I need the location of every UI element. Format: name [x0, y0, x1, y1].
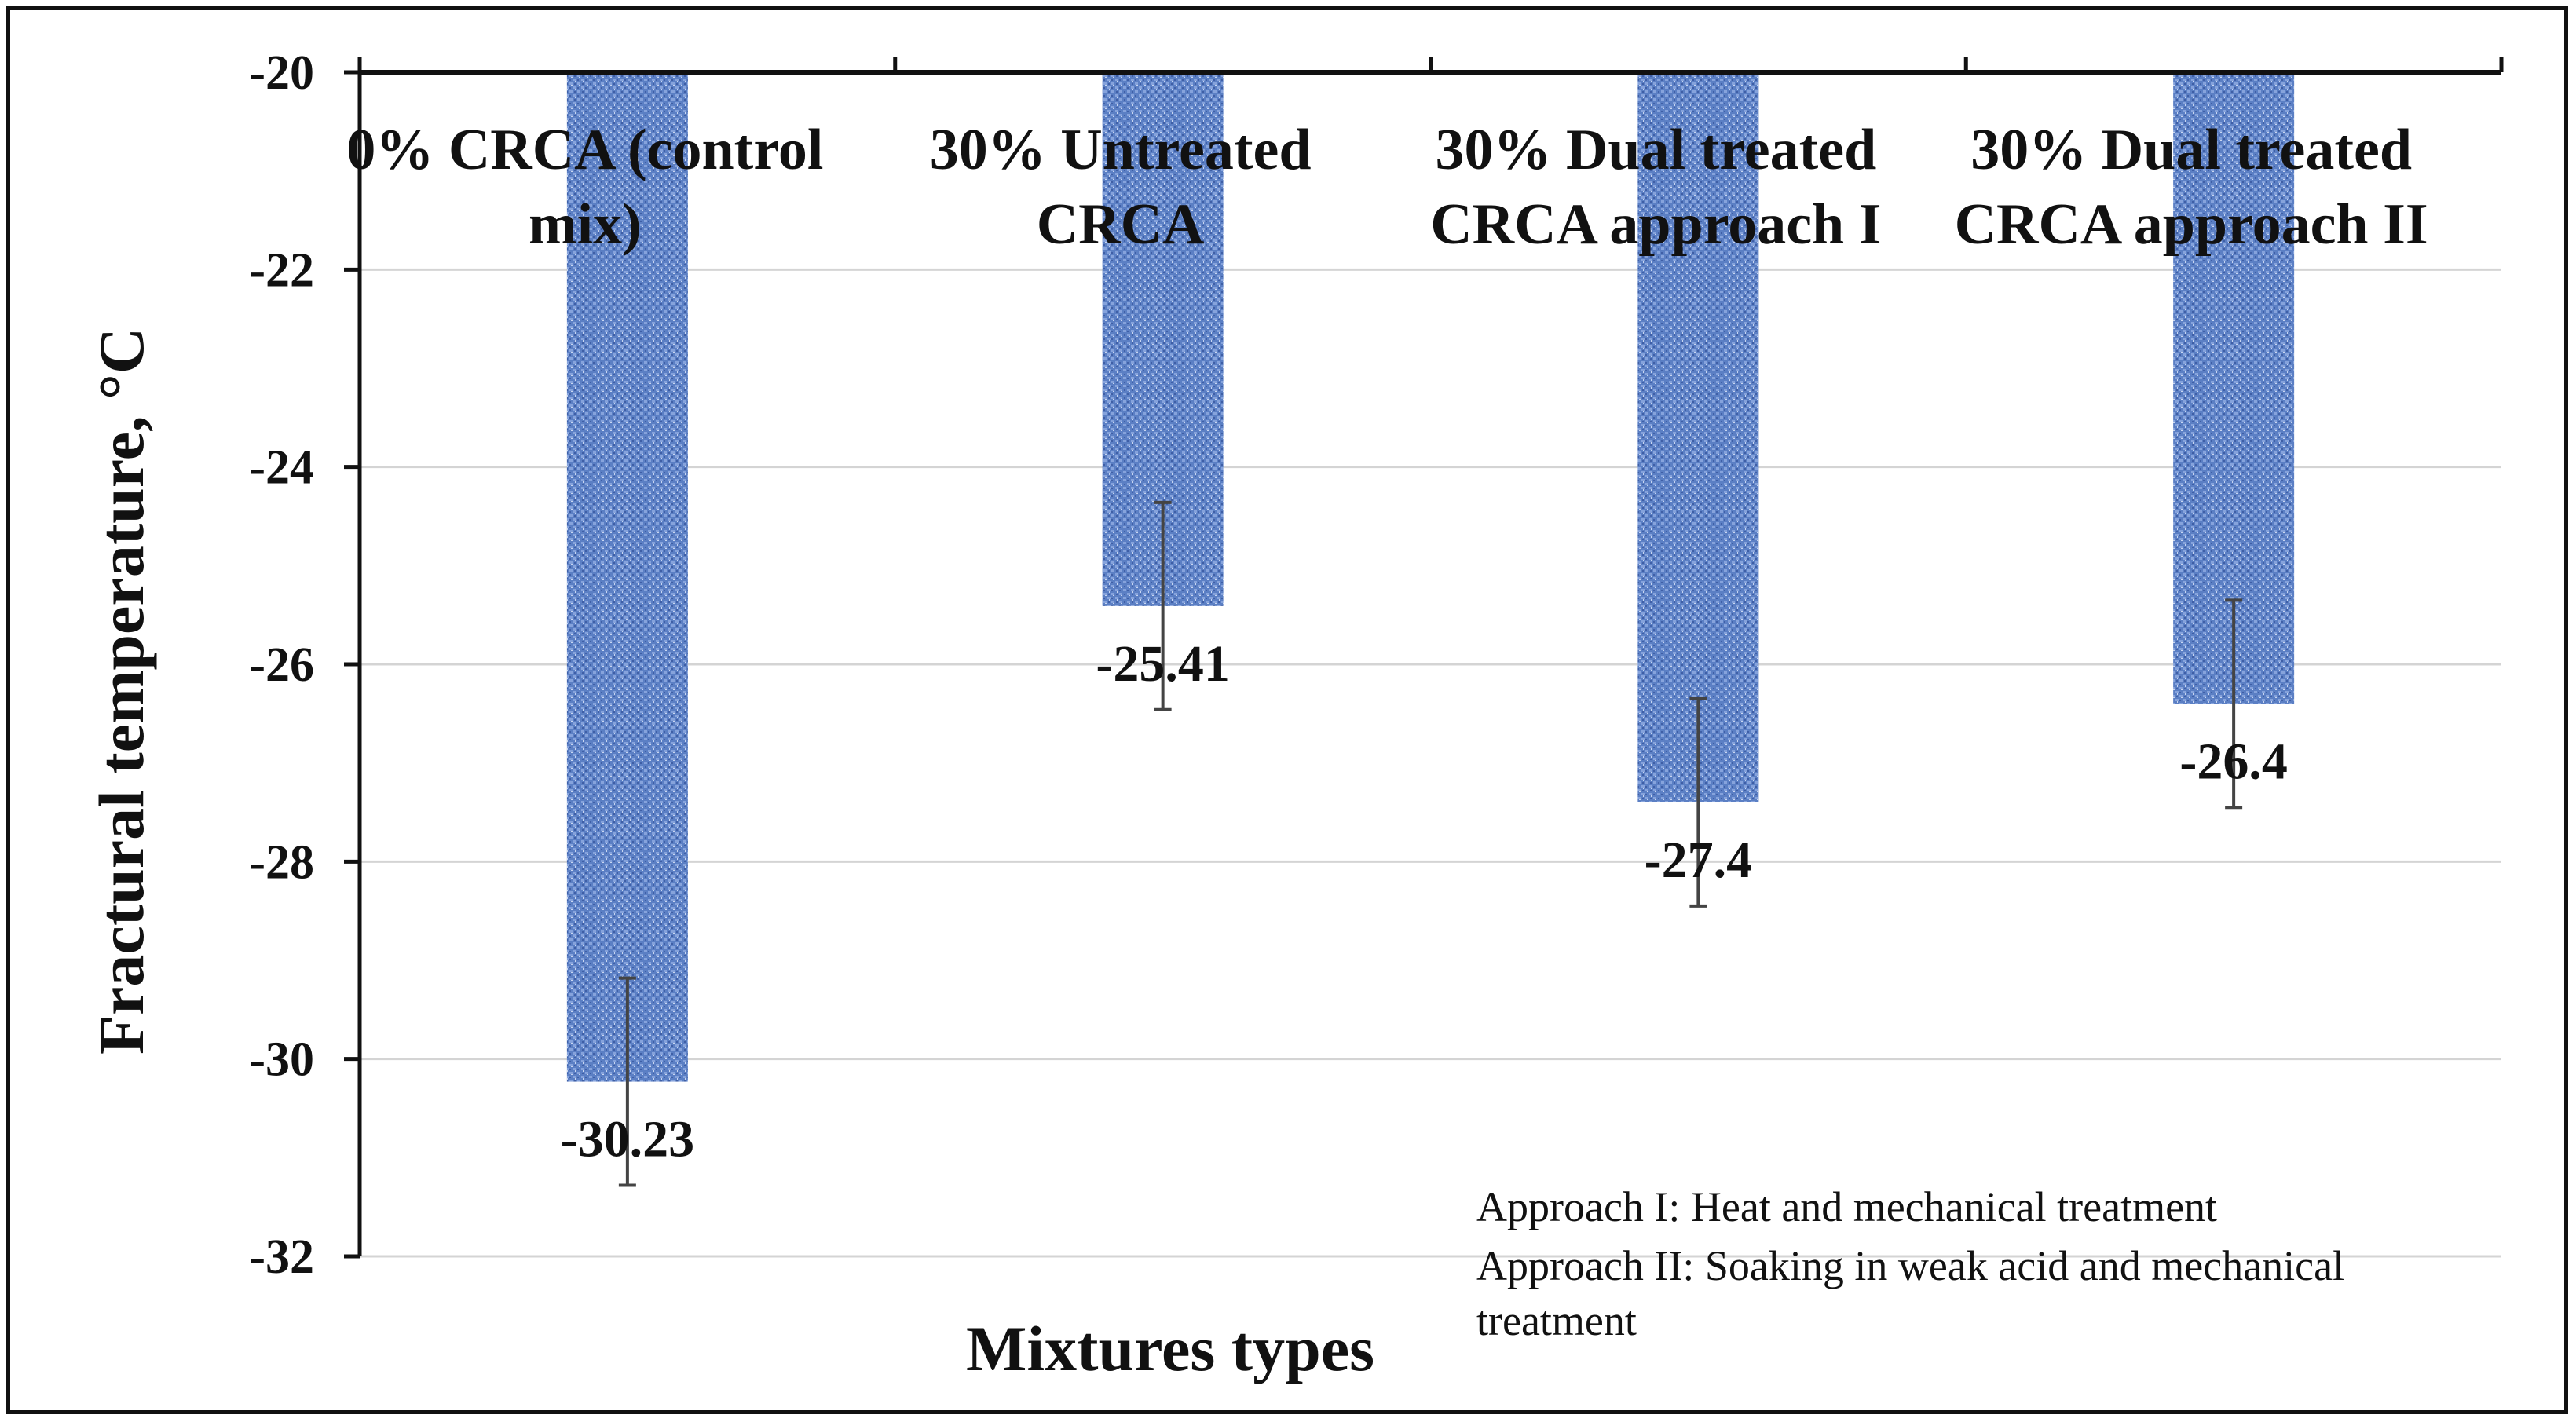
data-label: -26.4 — [2179, 733, 2287, 790]
data-label: -25.41 — [1096, 635, 1229, 693]
category-label: 0% CRCA (control — [346, 118, 823, 182]
data-label: -27.4 — [1645, 832, 1752, 889]
bar — [2173, 72, 2295, 704]
category-label: CRCA — [1037, 192, 1205, 257]
category-label: CRCA approach I — [1430, 192, 1881, 257]
note-approach-2-cont: treatment — [1476, 1297, 1637, 1344]
category-label: CRCA approach II — [1955, 192, 2428, 257]
y-axis-title: Fractural temperature, °C — [86, 327, 157, 1055]
bar — [1637, 72, 1759, 802]
data-label: -30.23 — [561, 1111, 694, 1168]
category-label: mix) — [529, 192, 642, 257]
category-label: 30% Dual treated — [1435, 118, 1876, 182]
category-label: 30% Dual treated — [1970, 118, 2412, 182]
y-tick-label: -32 — [249, 1230, 314, 1284]
y-tick-label: -22 — [249, 243, 314, 297]
y-tick-label: -20 — [249, 46, 314, 100]
chart-frame — [6, 6, 2568, 1414]
note-approach-1: Approach I: Heat and mechanical treatmen… — [1476, 1183, 2217, 1230]
y-tick-label: -28 — [249, 835, 314, 889]
category-label: 30% Untreated — [930, 118, 1312, 182]
bar — [566, 72, 688, 1082]
x-axis-title: Mixtures types — [966, 1313, 1374, 1384]
y-tick-label: -24 — [249, 441, 314, 495]
note-approach-2: Approach II: Soaking in weak acid and me… — [1476, 1242, 2344, 1289]
y-tick-label: -26 — [249, 638, 314, 692]
y-tick-label: -30 — [249, 1033, 314, 1087]
